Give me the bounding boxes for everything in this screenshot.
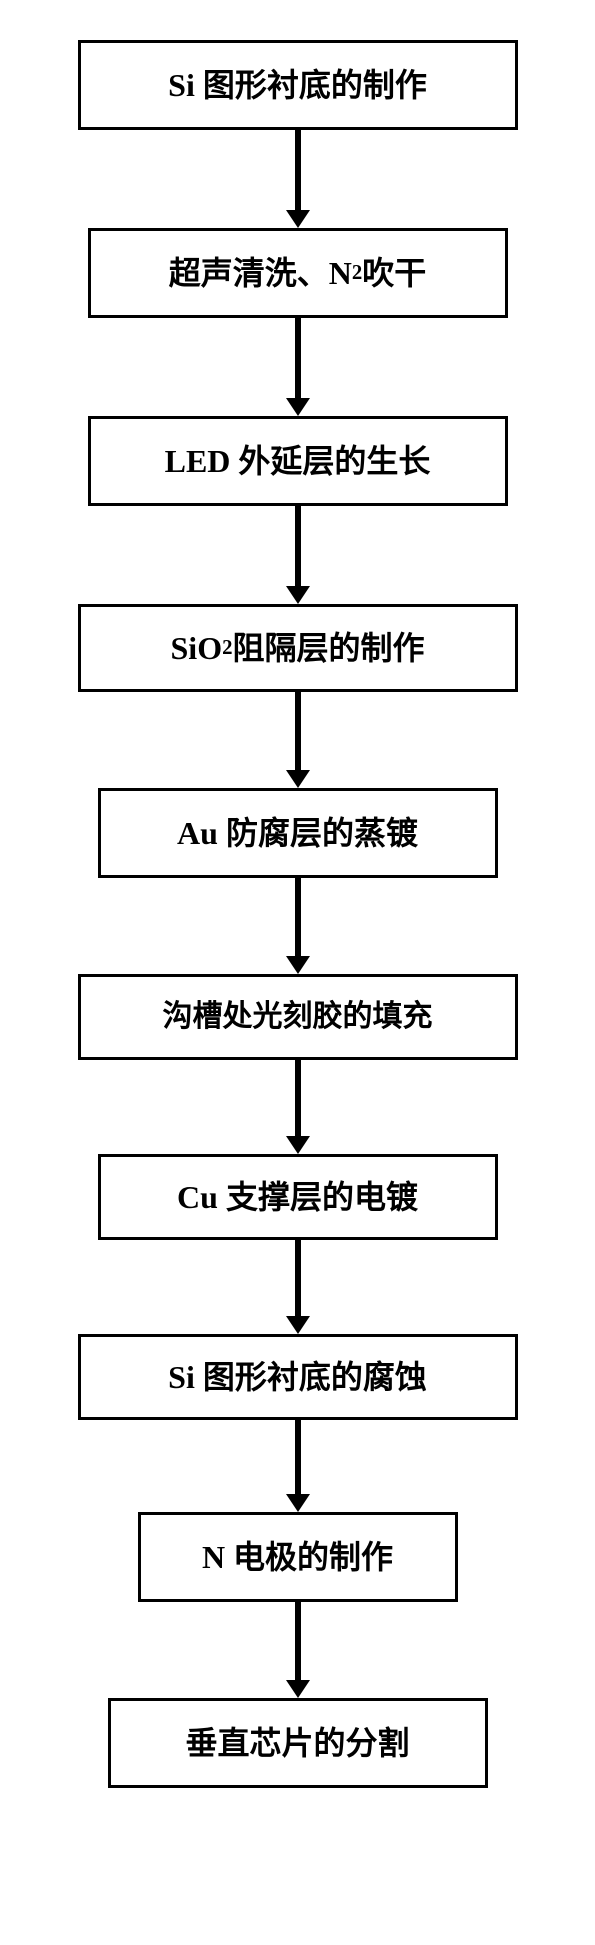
flow-step-4: SiO2阻隔层的制作 <box>78 604 518 692</box>
flow-step-10: 垂直芯片的分割 <box>108 1698 488 1788</box>
flow-arrow-9 <box>286 1602 310 1698</box>
flow-arrow-8 <box>286 1420 310 1512</box>
flow-step-5: Au 防腐层的蒸镀 <box>98 788 498 878</box>
flow-arrow-2 <box>286 318 310 416</box>
flow-arrow-3 <box>286 506 310 604</box>
flow-step-7: Cu 支撑层的电镀 <box>98 1154 498 1240</box>
flow-step-1: Si 图形衬底的制作 <box>78 40 518 130</box>
flow-step-8: Si 图形衬底的腐蚀 <box>78 1334 518 1420</box>
flow-arrow-1 <box>286 130 310 228</box>
flow-arrow-7 <box>286 1240 310 1334</box>
flowchart-container: Si 图形衬底的制作超声清洗、N2 吹干 LED 外延层的生长 SiO2阻隔层的制作… <box>60 40 535 1788</box>
flow-arrow-4 <box>286 692 310 788</box>
flow-step-6: 沟槽处光刻胶的填充 <box>78 974 518 1060</box>
flow-arrow-6 <box>286 1060 310 1154</box>
flow-step-2: 超声清洗、N2 吹干 <box>88 228 508 318</box>
flow-step-9: N 电极的制作 <box>138 1512 458 1602</box>
flow-arrow-5 <box>286 878 310 974</box>
flow-step-3: LED 外延层的生长 <box>88 416 508 506</box>
